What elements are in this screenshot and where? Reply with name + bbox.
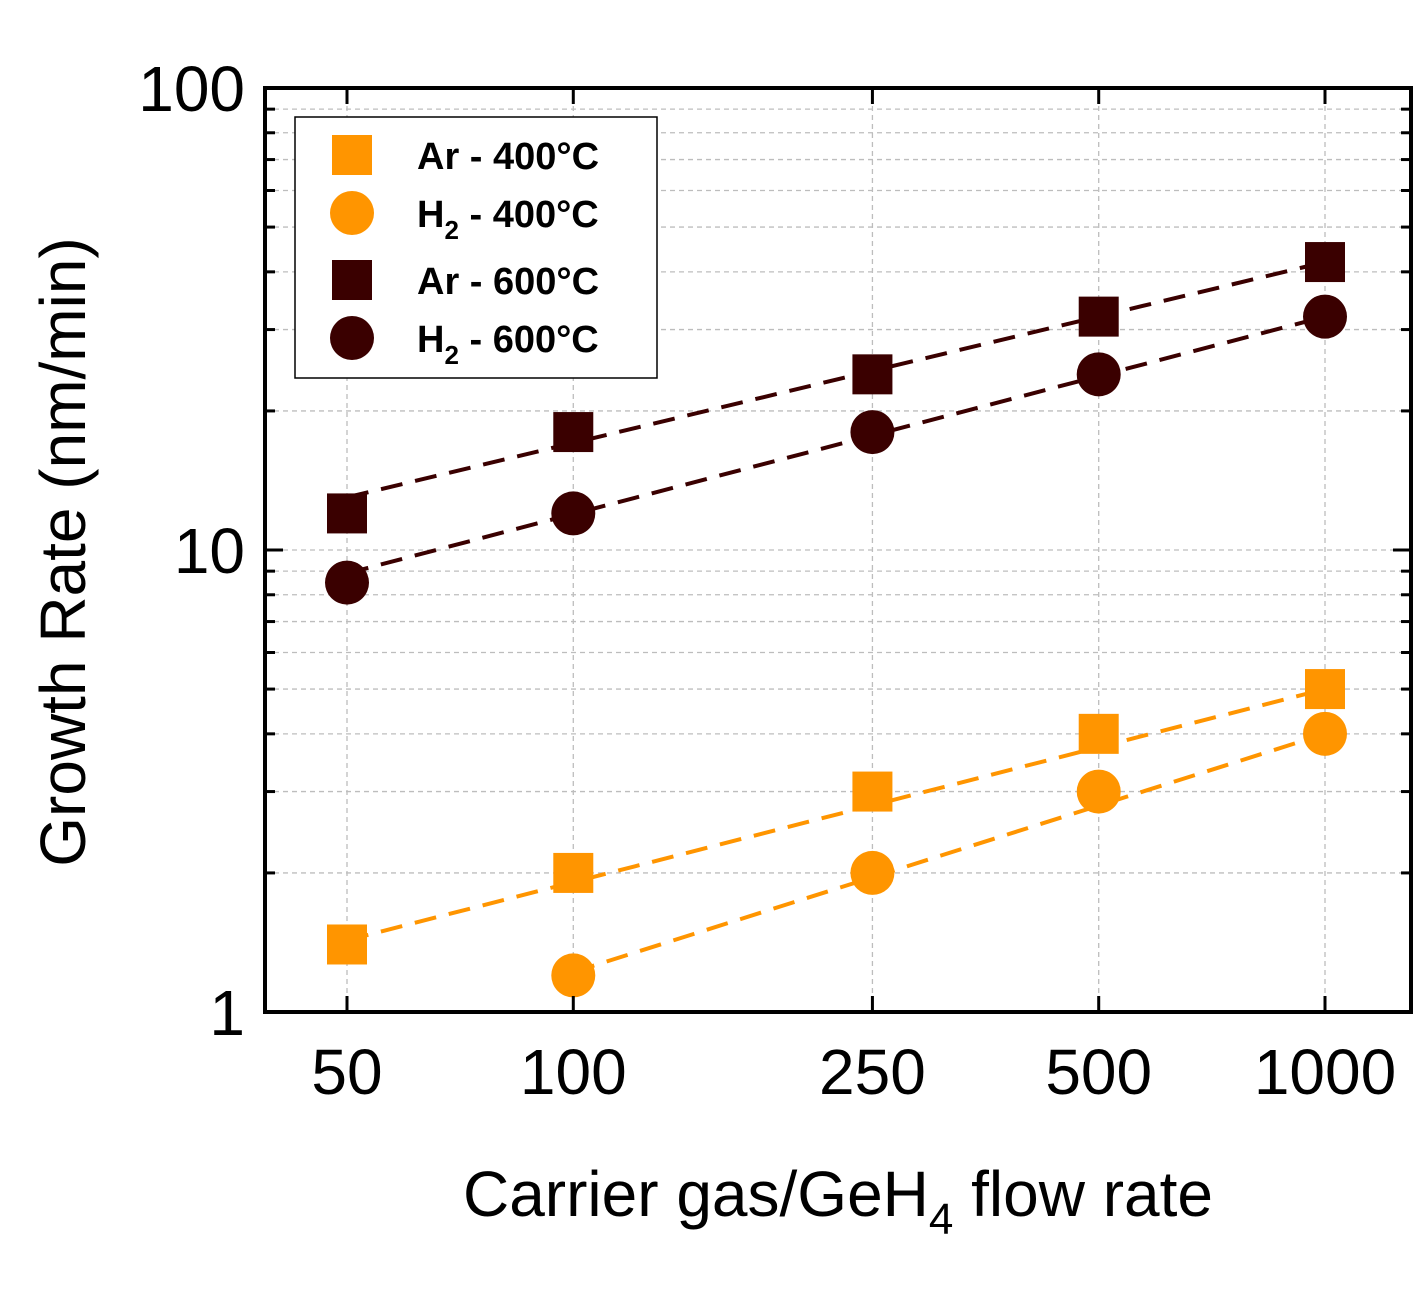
fit-line xyxy=(346,687,1326,943)
data-point xyxy=(553,852,594,893)
x-tick-label: 500 xyxy=(1045,1036,1152,1108)
data-point xyxy=(327,493,367,534)
data-point xyxy=(1305,242,1345,283)
data-point xyxy=(850,410,895,455)
x-tick-label: 50 xyxy=(311,1036,382,1108)
data-point xyxy=(1303,711,1347,756)
legend-label: Ar - 600°C xyxy=(417,261,599,303)
x-tick-label: 250 xyxy=(819,1036,926,1108)
fit-line xyxy=(572,731,1326,975)
legend-label: Ar - 400°C xyxy=(417,136,599,178)
fit-line xyxy=(346,260,1326,500)
legend-marker xyxy=(330,191,374,235)
y-axis-title: Growth Rate (nm/min) xyxy=(27,237,99,866)
data-point xyxy=(850,850,895,895)
legend-label: H2 - 400°C xyxy=(417,194,599,245)
data-point xyxy=(852,771,893,812)
legend-marker xyxy=(330,316,374,360)
x-tick-label: 100 xyxy=(520,1036,627,1108)
legend-marker xyxy=(332,260,372,300)
data-point xyxy=(1076,352,1121,397)
legend-label: H2 - 600°C xyxy=(417,319,599,370)
data-point xyxy=(1305,669,1345,710)
data-point xyxy=(1076,769,1121,814)
data-point xyxy=(1078,713,1119,754)
data-point xyxy=(553,412,594,453)
data-point xyxy=(1303,294,1347,339)
legend: Ar - 400°C H2 - 400°C Ar - 600°C H2 - 600°C xyxy=(294,116,658,379)
data-point xyxy=(551,953,596,998)
fit-line xyxy=(346,314,1326,576)
data-point xyxy=(551,491,596,536)
x-tick-label: 1000 xyxy=(1254,1036,1396,1108)
legend-marker xyxy=(332,135,372,175)
data-point xyxy=(325,560,369,605)
y-tick-label: 10 xyxy=(174,515,245,587)
y-tick-label: 1 xyxy=(209,977,245,1049)
data-point xyxy=(327,924,367,965)
axis-ticks xyxy=(265,86,1411,1014)
data-points xyxy=(325,242,1347,998)
data-point xyxy=(852,354,893,395)
data-point xyxy=(1078,296,1119,337)
x-axis-title: Carrier gas/GeH4 flow rate xyxy=(463,1158,1213,1244)
fit-lines xyxy=(346,260,1326,975)
tick-labels: 50 100 250 500 1000 1 10 100 xyxy=(138,53,1396,1108)
y-tick-label: 100 xyxy=(138,53,245,125)
